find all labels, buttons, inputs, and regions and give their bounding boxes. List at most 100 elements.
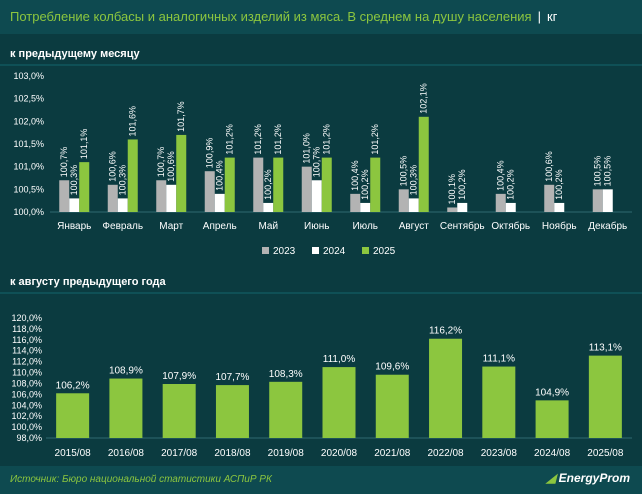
bar-2024 [263, 202, 274, 212]
bar-2025 [176, 134, 187, 212]
bar-2023 [495, 193, 506, 212]
y-tick-label: 101,0% [13, 162, 44, 172]
bar-2024 [117, 198, 128, 212]
bar-2025 [273, 157, 284, 212]
x-tick-label: 2019/08 [268, 448, 305, 459]
data-label: 100,4% [496, 160, 506, 191]
y-tick-label: 112,0% [12, 357, 42, 367]
data-label: 100,6% [166, 151, 176, 182]
data-label: 101,2% [273, 124, 283, 155]
data-label: 111,0% [323, 354, 356, 365]
legend-label-2024: 2024 [323, 246, 346, 257]
x-tick-label: Август [399, 221, 430, 232]
y-tick-label: 103,0% [13, 71, 44, 81]
bar [482, 366, 516, 438]
data-label: 100,5% [399, 156, 409, 187]
data-label: 101,0% [302, 133, 312, 164]
footer: Источник: Бюро национальной статистики А… [0, 466, 642, 494]
y-tick-label: 102,0% [11, 411, 42, 421]
bar-2024 [457, 202, 468, 212]
bar-2025 [370, 157, 381, 212]
data-label: 100,2% [263, 169, 273, 200]
y-tick-label: 116,0% [12, 335, 42, 345]
bar [56, 393, 90, 438]
bar-2024 [554, 202, 565, 212]
legend-label-2023: 2023 [273, 246, 296, 257]
y-tick-label: 102,0% [13, 116, 44, 126]
x-tick-label: Май [258, 221, 278, 232]
data-label: 100,5% [603, 156, 613, 187]
y-tick-label: 106,0% [11, 389, 42, 399]
data-label: 101,2% [322, 124, 332, 155]
bar-2023 [204, 171, 215, 212]
x-tick-label: 2025/08 [587, 448, 624, 459]
bar-2023 [253, 157, 264, 212]
unit-label: кг [546, 9, 558, 24]
legend-swatch-2025 [362, 247, 369, 254]
data-label: 108,9% [109, 366, 143, 377]
bar-2023 [398, 189, 409, 212]
bar-2024 [214, 193, 225, 212]
bar-2024 [69, 198, 80, 212]
y-tick-label: 100,0% [11, 422, 42, 432]
bar [429, 338, 463, 438]
data-label: 100,1% [447, 174, 457, 205]
y-tick-label: 98,0% [16, 433, 42, 443]
x-tick-label: Июль [352, 221, 378, 232]
data-label: 100,2% [506, 169, 516, 200]
bar-2023 [59, 180, 70, 212]
x-tick-label: Ноябрь [542, 220, 577, 232]
x-tick-label: Октябрь [491, 220, 530, 232]
bar-2025 [127, 139, 138, 212]
data-label: 113,1% [589, 343, 622, 354]
data-label: 101,2% [370, 124, 380, 155]
x-tick-label: Март [159, 221, 183, 232]
title-bar: Потребление колбасы и аналогичных издели… [0, 0, 642, 34]
bar-2024 [408, 198, 419, 212]
x-tick-label: Декабрь [588, 220, 627, 232]
bar [322, 367, 356, 438]
data-label: 116,2% [429, 326, 462, 337]
data-label: 101,6% [128, 106, 138, 137]
data-label: 101,1% [79, 129, 89, 160]
y-tick-label: 101,5% [13, 139, 44, 149]
x-tick-label: 2018/08 [214, 448, 251, 459]
monthly-chart: 100,0% 100,5% 101,0% 101,5% 102,0% 102,5% 103,… [13, 71, 632, 257]
bar-2023 [156, 180, 167, 212]
x-tick-label: 2021/08 [374, 448, 411, 459]
y-tick-label: 102,5% [13, 94, 44, 104]
energyprom-logo: ◢ EnergyProm [546, 471, 630, 485]
data-label: 102,1% [419, 83, 429, 114]
data-label: 111,1% [483, 354, 516, 365]
legend-swatch-2024 [312, 247, 319, 254]
data-label: 100,7% [156, 147, 166, 178]
bar-2024 [602, 189, 613, 212]
bar [215, 385, 249, 438]
section-title-monthly: к предыдущему месяцу [10, 48, 140, 60]
y-tick-label: 120,0% [11, 313, 42, 323]
x-tick-label: 2022/08 [427, 448, 464, 459]
data-label: 101,2% [253, 124, 263, 155]
data-label: 100,6% [108, 151, 118, 182]
bar [109, 378, 143, 438]
bar-2025 [224, 157, 235, 212]
legend-label-2025: 2025 [373, 246, 396, 257]
data-label: 100,5% [593, 156, 603, 187]
bar-2023 [447, 207, 458, 212]
y-tick-label: 104,0% [11, 400, 42, 410]
data-label: 109,6% [375, 362, 409, 373]
data-label: 100,4% [215, 160, 225, 191]
bar [269, 381, 303, 438]
bar [375, 374, 409, 438]
bar-2024 [166, 184, 177, 212]
data-label: 100,7% [59, 147, 69, 178]
data-label: 107,9% [162, 371, 196, 382]
bar-2023 [107, 184, 118, 212]
y-tick-label: 100,5% [13, 184, 44, 194]
bar [535, 400, 569, 438]
logo-icon: ◢ [546, 471, 556, 485]
source-note: Источник: Бюро национальной статистики А… [10, 474, 272, 485]
data-label: 100,4% [350, 160, 360, 191]
x-tick-label: Сентябрь [440, 220, 485, 232]
